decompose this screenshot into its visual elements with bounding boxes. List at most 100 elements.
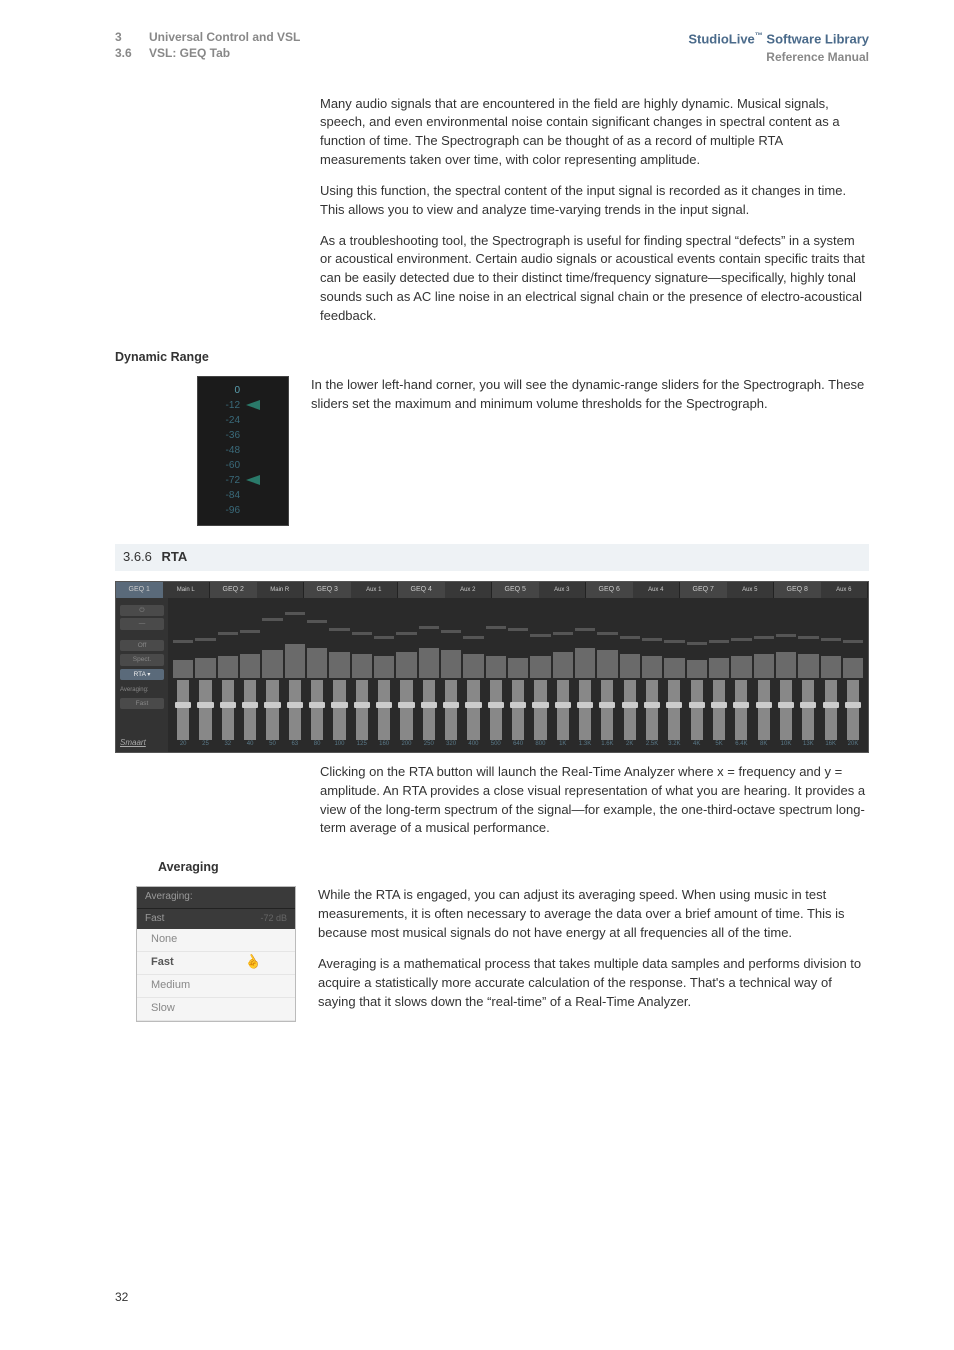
avg-header-row-1: Averaging: (137, 887, 295, 908)
freq-label: 1.6K (596, 740, 618, 752)
freq-label: 800 (529, 740, 551, 752)
averaging-heading: Averaging (158, 858, 954, 876)
freq-label: 125 (351, 740, 373, 752)
product-title: StudioLive™ Software Library (688, 30, 869, 49)
freq-label: 10K (775, 740, 797, 752)
geq-tab-bar: GEQ 1Main LGEQ 2Main RGEQ 3Aux 1GEQ 4Aux… (116, 582, 868, 598)
paragraph: While the RTA is engaged, you can adjust… (318, 886, 869, 943)
freq-label: 8K (753, 740, 775, 752)
paragraph: Averaging is a mathematical process that… (318, 955, 869, 1012)
rta-band (262, 598, 282, 740)
rta-section-bar: 3.6.6 RTA (115, 544, 869, 571)
rta-band (486, 598, 506, 740)
averaging-text: While the RTA is engaged, you can adjust… (318, 886, 869, 1011)
dynamic-range-heading: Dynamic Range (115, 348, 954, 366)
dynamic-range-slider-image: 0-12-24-36-48-60-72-84-96 (197, 376, 289, 526)
rta-band (843, 598, 863, 740)
freq-label: 1.3K (574, 740, 596, 752)
freq-label: 640 (507, 740, 529, 752)
paragraph: Using this function, the spectral conten… (320, 182, 869, 220)
rta-band (776, 598, 796, 740)
freq-label: 500 (485, 740, 507, 752)
averaging-row: Averaging: Fast -72 dB NoneFast☝MediumSl… (136, 886, 869, 1022)
smaart-logo: Smaart (120, 737, 146, 749)
averaging-label: Averaging: (120, 686, 164, 695)
rta-band (687, 598, 707, 740)
page-header: 3 3.6 Universal Control and VSL VSL: GEQ… (0, 0, 954, 67)
geq-tab-bus: Aux 5 (727, 582, 774, 598)
freq-label: 3.2K (663, 740, 685, 752)
averaging-dropdown-image: Averaging: Fast -72 dB NoneFast☝MediumSl… (136, 886, 296, 1022)
freq-label: 160 (373, 740, 395, 752)
geq-tab-bus: Main R (257, 582, 304, 598)
rta-band (821, 598, 841, 740)
geq-tab-name: GEQ 3 (304, 582, 351, 598)
freq-label: 100 (328, 740, 350, 752)
rta-band (352, 598, 372, 740)
rta-band (709, 598, 729, 740)
geq-tab: GEQ 7Aux 5 (680, 582, 774, 598)
avg-option: Fast☝ (137, 952, 295, 975)
rta-band (329, 598, 349, 740)
rta-band (218, 598, 238, 740)
doc-type: Reference Manual (688, 49, 869, 66)
avg-option: Slow (137, 998, 295, 1021)
geq-tab: GEQ 3Aux 1 (304, 582, 398, 598)
range-slider-bottom (246, 475, 260, 485)
rta-band (754, 598, 774, 740)
avg-db-value: -72 dB (260, 912, 287, 927)
rta-band (463, 598, 483, 740)
avg-fast-button: Fast (120, 698, 164, 709)
db-scale: 0-12-24-36-48-60-72-84-96 (216, 383, 240, 518)
rta-band (620, 598, 640, 740)
geq-tab: GEQ 8Aux 6 (774, 582, 868, 598)
geq-tab: GEQ 4Aux 2 (398, 582, 492, 598)
freq-label: 16K (820, 740, 842, 752)
freq-label: 63 (284, 740, 306, 752)
geq-tab: GEQ 5Aux 3 (492, 582, 586, 598)
header-right: StudioLive™ Software Library Reference M… (688, 30, 869, 67)
rta-band (664, 598, 684, 740)
freq-label: 400 (462, 740, 484, 752)
paragraph: Clicking on the RTA button will launch t… (320, 763, 869, 838)
header-section-titles: Universal Control and VSL VSL: GEQ Tab (149, 30, 300, 67)
avg-header-row-2: Fast -72 dB (137, 908, 295, 930)
rta-band (396, 598, 416, 740)
geq-tab-bus: Aux 6 (821, 582, 868, 598)
geq-tab: GEQ 6Aux 4 (586, 582, 680, 598)
geq-tab-bus: Aux 1 (351, 582, 398, 598)
rta-sidebar: ⏻ ― Off Spect. RTA ▾ Averaging: Fast Sma… (116, 598, 168, 752)
freq-label: 40 (239, 740, 261, 752)
freq-label: 20 (172, 740, 194, 752)
power-button: ⏻ (120, 605, 164, 616)
section-title: VSL: GEQ Tab (149, 46, 300, 62)
rta-band (195, 598, 215, 740)
freq-label: 250 (418, 740, 440, 752)
link-button: ― (120, 618, 164, 629)
freq-label: 13K (797, 740, 819, 752)
rta-band (642, 598, 662, 740)
body-column: Many audio signals that are encountered … (320, 95, 869, 326)
geq-tab-name: GEQ 7 (680, 582, 727, 598)
geq-tab-name: GEQ 8 (774, 582, 821, 598)
rta-button-label: RTA (134, 671, 146, 678)
paragraph: As a troubleshooting tool, the Spectrogr… (320, 232, 869, 326)
freq-label: 32 (217, 740, 239, 752)
dropdown-icon: ▾ (147, 672, 150, 678)
rta-band (441, 598, 461, 740)
geq-tab-name: GEQ 2 (210, 582, 257, 598)
avg-header-label: Averaging: (145, 890, 193, 905)
avg-options-list: NoneFast☝MediumSlow (137, 929, 295, 1021)
freq-label: 320 (440, 740, 462, 752)
rta-band (798, 598, 818, 740)
rta-description: Clicking on the RTA button will launch t… (320, 763, 869, 838)
range-slider-top (246, 400, 260, 410)
freq-label: 2.5K (641, 740, 663, 752)
geq-tab-name: GEQ 5 (492, 582, 539, 598)
cursor-icon: ☝ (241, 950, 264, 974)
rta-band (285, 598, 305, 740)
freq-label: 20K (842, 740, 864, 752)
page-number: 32 (115, 1289, 128, 1306)
geq-tab-bus: Aux 2 (445, 582, 492, 598)
geq-tab-bus: Aux 3 (539, 582, 586, 598)
